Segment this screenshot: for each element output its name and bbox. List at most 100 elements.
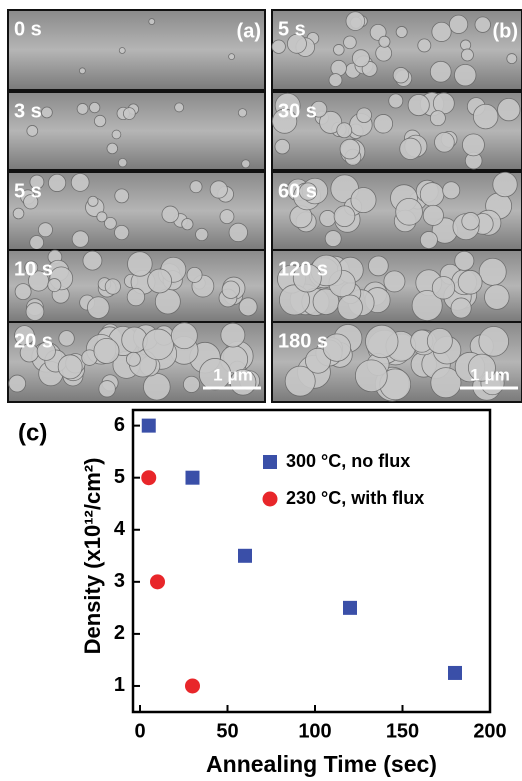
y-tick-label: 3: [114, 570, 125, 592]
particle: [99, 381, 115, 397]
time-label: 5 s: [14, 180, 42, 202]
data-point: [185, 678, 200, 693]
particle: [221, 323, 245, 347]
particle: [112, 130, 121, 139]
particle: [229, 223, 248, 242]
particle: [58, 355, 82, 379]
time-label: 0 s: [14, 18, 42, 40]
time-label: 5 s: [278, 18, 306, 40]
time-label: 120 s: [278, 258, 328, 280]
particle: [162, 206, 179, 223]
particle: [352, 50, 369, 67]
particle: [351, 187, 376, 212]
data-point: [150, 574, 165, 589]
particle: [220, 210, 234, 224]
particle: [88, 196, 98, 206]
particle: [148, 269, 172, 293]
particle: [396, 26, 407, 37]
particle: [498, 98, 520, 120]
scale-label: 1 μm: [213, 365, 253, 384]
particle: [461, 40, 471, 50]
particle: [143, 373, 170, 400]
y-axis-label: Density (x10¹²/cm²): [80, 458, 105, 655]
particle: [48, 174, 65, 191]
data-point: [186, 471, 200, 485]
particle: [107, 143, 118, 154]
data-point: [141, 470, 156, 485]
x-tick-label: 100: [298, 720, 331, 742]
particle: [461, 49, 473, 61]
particle: [338, 295, 363, 320]
particle: [182, 218, 193, 229]
page: 0 s3 s5 s10 s20 s(a)1 μm5 s30 s60 s120 s…: [0, 0, 522, 781]
x-tick-label: 200: [473, 720, 506, 742]
time-label: 10 s: [14, 258, 53, 280]
particle: [272, 40, 285, 53]
particle: [365, 325, 398, 358]
time-label: 30 s: [278, 100, 317, 122]
particle: [408, 94, 429, 115]
particle: [89, 102, 99, 112]
figure: 0 s3 s5 s10 s20 s(a)1 μm5 s30 s60 s120 s…: [0, 0, 522, 781]
particle: [449, 15, 467, 33]
particle: [175, 103, 184, 112]
particle: [451, 298, 471, 318]
time-label: 180 s: [278, 330, 328, 352]
particle: [337, 123, 352, 138]
particle: [430, 61, 451, 82]
particle: [242, 160, 250, 168]
particle: [379, 36, 390, 47]
particle: [123, 108, 135, 120]
particle: [48, 279, 61, 292]
particle: [357, 108, 372, 123]
data-point: [448, 666, 462, 680]
y-tick-label: 2: [114, 622, 125, 644]
particle: [105, 279, 120, 294]
particle: [475, 17, 491, 33]
y-tick-label: 1: [114, 674, 125, 696]
particle: [149, 19, 155, 25]
x-tick-label: 50: [216, 720, 238, 742]
particle: [83, 251, 102, 270]
particle: [325, 231, 341, 247]
legend-marker: [263, 492, 278, 507]
particle: [393, 67, 409, 83]
particle: [238, 109, 246, 117]
legend-marker: [263, 455, 277, 469]
particle: [374, 114, 393, 133]
x-tick-label: 0: [134, 720, 145, 742]
particle: [423, 205, 443, 225]
particle: [187, 267, 202, 282]
particle: [455, 251, 474, 270]
particle: [430, 111, 445, 126]
particle: [119, 47, 125, 53]
sem-image: [8, 10, 265, 90]
particle: [41, 107, 52, 118]
particle: [507, 54, 517, 64]
particle: [196, 228, 208, 240]
particle: [396, 198, 423, 225]
particle: [432, 22, 451, 41]
particle: [344, 36, 357, 49]
particle: [435, 132, 455, 152]
particle: [71, 173, 89, 191]
particle: [190, 181, 202, 193]
particle: [432, 277, 455, 300]
particle: [329, 74, 342, 87]
y-tick-label: 5: [114, 466, 125, 488]
particle: [97, 212, 107, 222]
time-label: 60 s: [278, 180, 317, 202]
x-tick-label: 150: [386, 720, 419, 742]
legend-label: 300 °C, no flux: [286, 451, 410, 471]
particle: [334, 206, 355, 227]
panel-label: (c): [18, 419, 47, 446]
particle: [389, 94, 403, 108]
particle: [427, 328, 452, 353]
particle: [26, 303, 44, 321]
particle: [9, 375, 26, 392]
particle: [355, 360, 387, 392]
particle: [94, 338, 119, 363]
particle: [418, 39, 431, 52]
data-point: [238, 549, 252, 563]
panel-tag: (b): [492, 20, 518, 42]
